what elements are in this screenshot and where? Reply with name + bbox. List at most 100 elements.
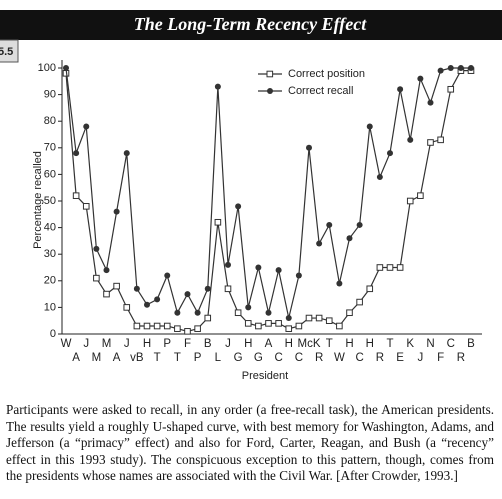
square-marker bbox=[153, 322, 161, 330]
y-tick-label: 80 bbox=[44, 115, 56, 127]
square-marker bbox=[113, 282, 120, 290]
square-marker bbox=[406, 197, 414, 205]
square-marker bbox=[275, 320, 282, 327]
x-tick-label: F bbox=[437, 352, 444, 364]
circle-marker bbox=[306, 144, 312, 151]
x-tick-label: J bbox=[225, 338, 231, 350]
square-marker bbox=[204, 314, 212, 322]
x-tick-label: G bbox=[254, 352, 263, 364]
x-tick-label: C bbox=[274, 352, 282, 364]
x-tick-label: T bbox=[326, 338, 333, 350]
square-marker bbox=[72, 192, 80, 199]
circle-marker bbox=[93, 245, 100, 252]
circle-marker bbox=[103, 267, 110, 274]
square-marker bbox=[163, 322, 171, 330]
y-tick-label: 20 bbox=[44, 275, 56, 287]
circle-marker bbox=[366, 123, 373, 130]
circle-marker bbox=[73, 150, 80, 157]
y-tick-label: 10 bbox=[44, 301, 56, 313]
circle-marker bbox=[83, 123, 90, 130]
square-marker bbox=[447, 85, 455, 93]
square-marker bbox=[376, 264, 384, 271]
square-marker bbox=[265, 320, 272, 327]
chart-title: The Long-Term Recency Effect bbox=[134, 14, 367, 34]
circle-marker bbox=[113, 208, 120, 215]
circle-marker bbox=[245, 304, 252, 311]
x-tick-label: J bbox=[83, 338, 89, 350]
square-marker bbox=[143, 322, 151, 330]
square-marker bbox=[417, 192, 424, 199]
square-marker bbox=[93, 274, 100, 282]
circle-marker bbox=[285, 315, 292, 322]
x-tick-label: B bbox=[467, 338, 475, 350]
x-tick-label: J bbox=[418, 352, 424, 364]
square-marker bbox=[305, 314, 313, 322]
x-tick-label: B bbox=[204, 338, 212, 350]
circle-marker bbox=[437, 67, 444, 74]
circle-marker bbox=[174, 309, 181, 316]
circle-marker bbox=[265, 309, 272, 316]
square-marker bbox=[366, 285, 374, 293]
square-marker bbox=[336, 322, 343, 330]
circle-marker bbox=[326, 221, 333, 228]
circle-marker bbox=[184, 291, 191, 298]
x-axis-label: President bbox=[242, 370, 288, 382]
circle-marker bbox=[447, 65, 454, 71]
square-marker bbox=[133, 322, 141, 330]
x-tick-label: C bbox=[447, 338, 455, 350]
circle-marker bbox=[154, 296, 161, 303]
x-tick-label: vB bbox=[130, 352, 144, 364]
figure-number: 5.5 bbox=[0, 46, 13, 58]
circle-marker bbox=[468, 65, 474, 71]
x-tick-label: H bbox=[345, 338, 353, 350]
x-tick-label: R bbox=[457, 352, 465, 364]
x-tick-label: A bbox=[113, 352, 121, 364]
legend-marker bbox=[266, 70, 274, 78]
x-tick-label: C bbox=[355, 352, 363, 364]
square-marker bbox=[82, 203, 90, 210]
x-tick-label: P bbox=[163, 338, 171, 350]
x-tick-label: P bbox=[194, 352, 202, 364]
square-marker bbox=[214, 218, 222, 226]
chart: The Long-Term Recency Effect 5.5 Preside… bbox=[0, 10, 502, 382]
x-tick-label: A bbox=[265, 338, 273, 350]
circle-marker bbox=[295, 272, 302, 279]
y-tick-label: 50 bbox=[44, 195, 56, 207]
circle-marker bbox=[144, 301, 150, 308]
circle-marker bbox=[376, 174, 383, 181]
series-line bbox=[65, 67, 471, 319]
square-marker bbox=[234, 309, 242, 317]
x-tick-label: W bbox=[61, 338, 72, 350]
circle-marker bbox=[457, 65, 464, 71]
x-tick-label: T bbox=[174, 352, 181, 364]
square-marker bbox=[427, 139, 434, 146]
circle-marker bbox=[63, 65, 69, 71]
x-tick-label: W bbox=[334, 352, 345, 364]
square-marker bbox=[295, 322, 303, 330]
x-tick-label: H bbox=[366, 338, 374, 350]
circle-marker bbox=[133, 285, 140, 292]
circle-marker bbox=[204, 285, 211, 292]
y-tick-label: 70 bbox=[44, 142, 56, 154]
square-marker bbox=[285, 325, 293, 332]
circle-marker bbox=[123, 150, 130, 157]
x-tick-label: A bbox=[72, 352, 80, 364]
circle-marker bbox=[214, 83, 221, 90]
caption: Participants were asked to recall, in an… bbox=[6, 402, 494, 483]
y-axis-label: Percentage recalled bbox=[32, 151, 44, 249]
x-tick-label: L bbox=[215, 352, 222, 364]
circle-marker bbox=[235, 203, 242, 210]
square-marker bbox=[437, 136, 444, 144]
circle-marker bbox=[427, 99, 434, 106]
y-tick-label: 100 bbox=[38, 62, 56, 74]
x-tick-label: R bbox=[315, 352, 323, 364]
x-tick-label: H bbox=[143, 338, 151, 350]
title-bar bbox=[0, 10, 502, 40]
y-tick-label: 30 bbox=[44, 248, 56, 260]
circle-marker bbox=[387, 150, 393, 157]
y-tick-label: 90 bbox=[44, 89, 56, 101]
square-marker bbox=[255, 322, 262, 330]
square-marker bbox=[244, 320, 252, 327]
x-tick-label: C bbox=[295, 352, 303, 364]
